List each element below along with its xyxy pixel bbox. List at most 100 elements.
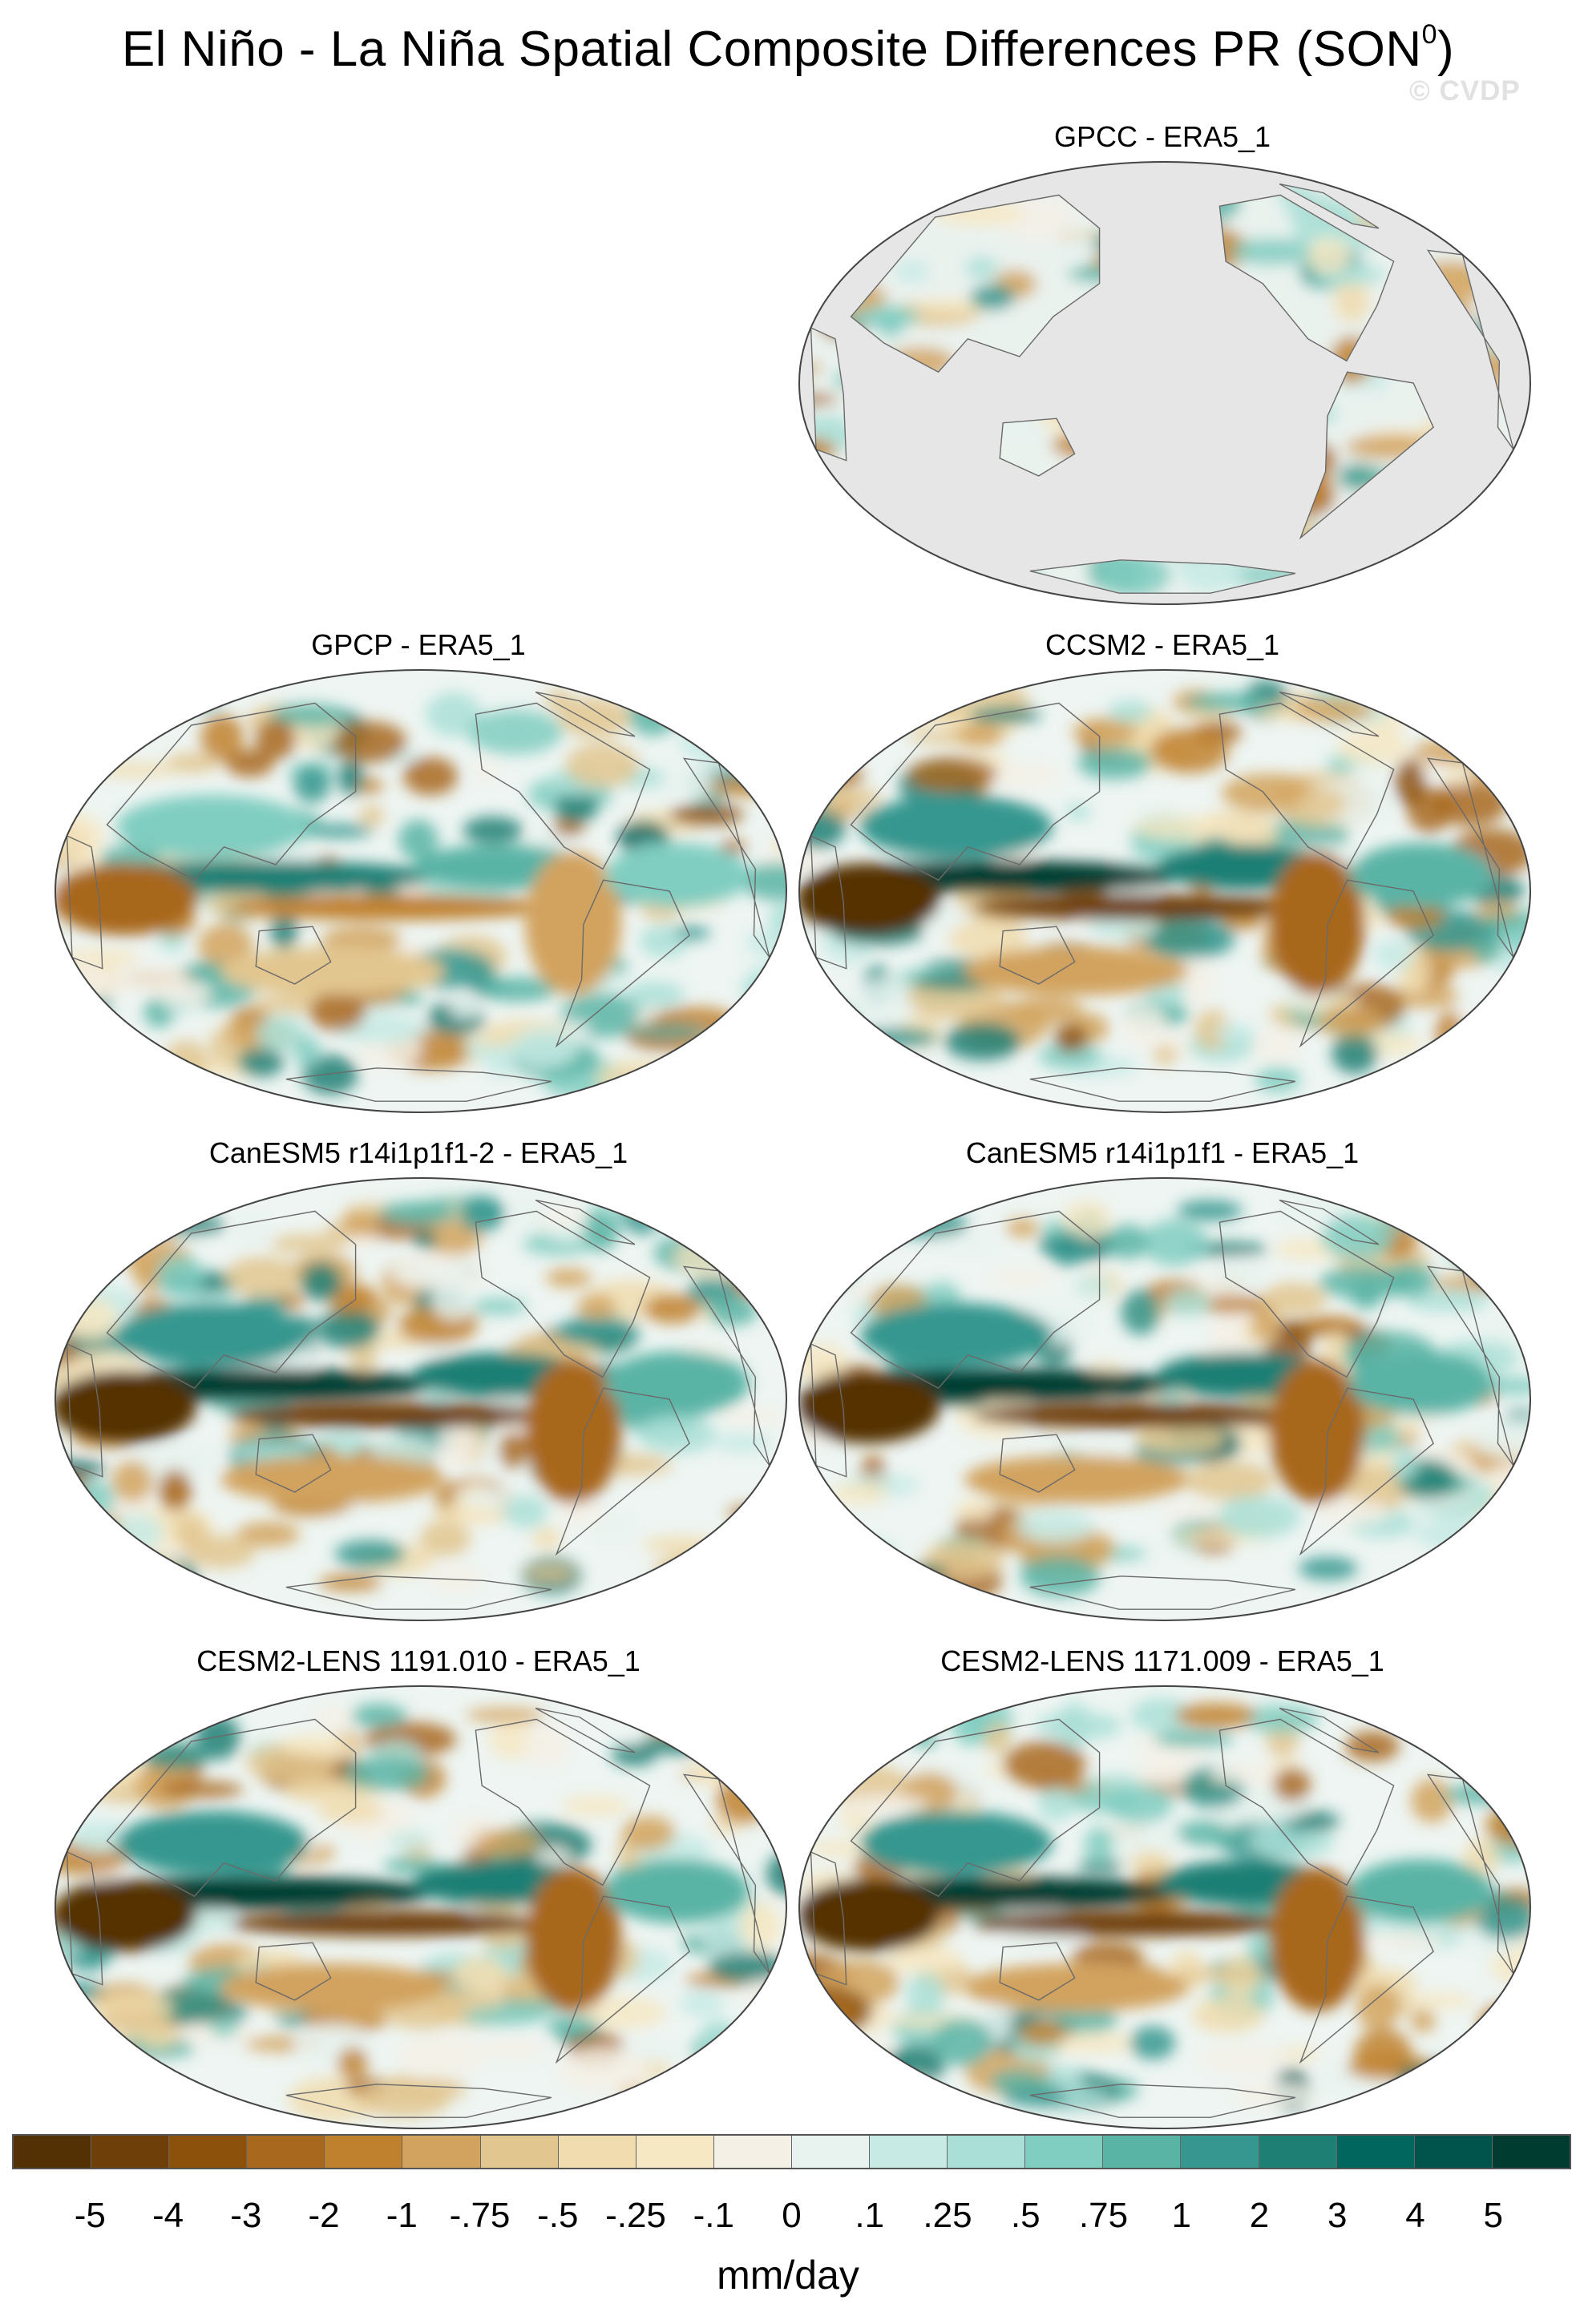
map-svg [798, 1177, 1531, 1621]
colorbar-tick-label: -3 [230, 2196, 262, 2235]
map-border [798, 1177, 1531, 1621]
coastline [1029, 2084, 1296, 2118]
colorbar-tick-label: 5 [1483, 2196, 1503, 2235]
map-panel-canesm5-r14-2 [52, 1175, 790, 1624]
cvdp-watermark: © CVDP [1409, 75, 1521, 107]
map-panel-cesm2-lens-1191 [52, 1683, 790, 2132]
coastline [285, 1576, 552, 1610]
coastline [1029, 1576, 1296, 1610]
map-border [798, 1685, 1531, 2129]
coastline [475, 1718, 651, 1886]
coastline [1279, 183, 1380, 229]
coastline [255, 1434, 332, 1493]
colorbar-swatch [1258, 2136, 1336, 2168]
map-svg [798, 161, 1531, 605]
colorbar-tick-label: 4 [1405, 2196, 1425, 2235]
colorbar-tick-label: .75 [1078, 2196, 1129, 2235]
colorbar-swatch [869, 2136, 948, 2168]
map-panel-gpcc [796, 159, 1534, 607]
colorbar-tick-label: 3 [1327, 2196, 1348, 2235]
coastline [255, 926, 332, 985]
panel-title-gpcp: GPCP - ERA5_1 [311, 628, 526, 661]
figure-title: El Niño - La Niña Spatial Composite Diff… [0, 19, 1576, 78]
map-svg [798, 1685, 1531, 2129]
coastline [810, 834, 847, 970]
colorbar-tick-label: -1 [386, 2196, 418, 2235]
colorbar-tick-label: .5 [1010, 2196, 1041, 2235]
coastline [1279, 691, 1380, 737]
coastline [555, 1387, 690, 1556]
map-panel-ccsm2 [796, 667, 1534, 1116]
coastline [682, 1265, 770, 1467]
figure-title-text: El Niño - La Niña Spatial Composite Diff… [121, 22, 1422, 77]
coastline [285, 1067, 552, 1102]
colorbar-swatch [713, 2136, 791, 2168]
coastline [66, 1850, 103, 1986]
map-border [55, 1177, 787, 1621]
coastline [682, 1773, 770, 1975]
colorbar-swatch [1024, 2136, 1103, 2168]
coastline [1299, 1387, 1434, 1556]
colorbar-swatch [168, 2136, 247, 2168]
coastline [535, 691, 636, 737]
coastline [850, 1718, 1101, 1898]
coastline [1218, 194, 1395, 362]
colorbar-tick-label: 1 [1171, 2196, 1191, 2235]
figure-title-superscript: 0 [1421, 19, 1438, 50]
coastline [1279, 1707, 1380, 1753]
colorbar-swatch [947, 2136, 1025, 2168]
colorbar-swatch [479, 2136, 558, 2168]
coastline [999, 1434, 1076, 1493]
map-border [55, 1685, 787, 2129]
coastline [66, 834, 103, 970]
coastline [1426, 1265, 1514, 1467]
colorbar-tick-label: 0 [782, 2196, 802, 2235]
coastline [1029, 1067, 1296, 1102]
coastline [1029, 559, 1296, 594]
colorbar-swatch [246, 2136, 325, 2168]
colorbar-tick-label: -.25 [605, 2196, 666, 2235]
coastline [66, 1342, 103, 1478]
panel-title-ccsm2: CCSM2 - ERA5_1 [1045, 628, 1280, 661]
coastline [682, 757, 770, 958]
colorbar-tick-label: -2 [308, 2196, 340, 2235]
coastline [1218, 1718, 1395, 1886]
coastline [285, 2084, 552, 2118]
coastline [1426, 757, 1514, 958]
map-border [798, 669, 1531, 1113]
coastline [850, 1210, 1101, 1390]
coastline [810, 1850, 847, 1986]
coastline [850, 194, 1101, 373]
colorbar-swatch [14, 2136, 91, 2168]
coastline [1218, 702, 1395, 870]
colorbar-swatch [1180, 2136, 1259, 2168]
map-panel-canesm5-r14 [796, 1175, 1534, 1624]
coastline [999, 418, 1076, 477]
coastline [1218, 1210, 1395, 1378]
coastline [555, 879, 690, 1048]
colorbar-swatch [1336, 2136, 1414, 2168]
map-svg [55, 1685, 787, 2129]
coastline [999, 1942, 1076, 2001]
map-border [798, 161, 1531, 605]
coastline [106, 1718, 357, 1898]
coastline [999, 926, 1076, 985]
panel-title-cesm2-lens-1171: CESM2-LENS 1171.009 - ERA5_1 [940, 1644, 1384, 1677]
colorbar-swatch [790, 2136, 870, 2168]
figure-title-close: ) [1437, 22, 1455, 77]
panel-title-canesm5-r14-2: CanESM5 r14i1p1f1-2 - ERA5_1 [208, 1136, 628, 1169]
colorbar-tick-label: -.1 [693, 2196, 734, 2235]
coastline [1426, 1773, 1514, 1975]
coastline [850, 702, 1101, 882]
colorbar-units: mm/day [717, 2253, 859, 2298]
coastline [1299, 371, 1434, 540]
panel-title-cesm2-lens-1191: CESM2-LENS 1191.010 - ERA5_1 [196, 1644, 641, 1677]
coastline [106, 702, 357, 882]
colorbar-tick-label: -5 [74, 2196, 106, 2235]
coastline [1426, 249, 1514, 450]
map-border [55, 669, 787, 1113]
coastline [255, 1942, 332, 2001]
colorbar-tick-label: .1 [855, 2196, 885, 2235]
coastline [1299, 879, 1434, 1048]
coastline [1299, 1895, 1434, 2064]
